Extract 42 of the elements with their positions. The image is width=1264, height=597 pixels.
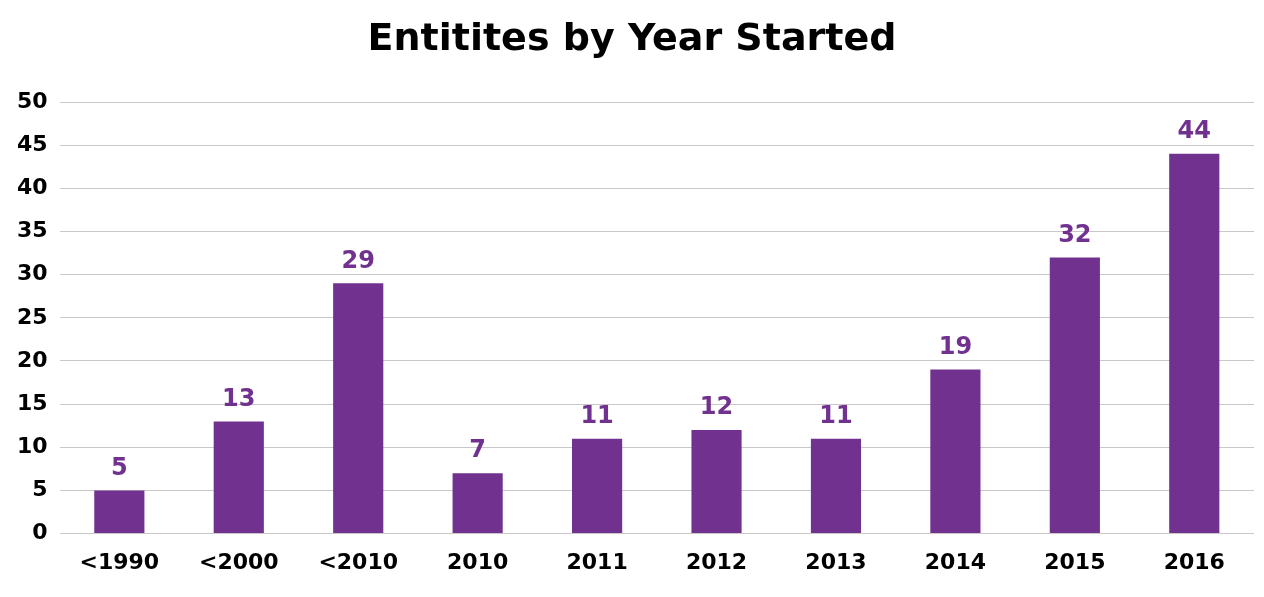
data-label: 7 [469,435,486,464]
y-tick-label: 40 [16,174,48,200]
x-tick-label: 2016 [1163,548,1225,574]
bar [1049,257,1100,534]
x-tick-label: 2013 [805,548,867,574]
y-tick-label: 50 [16,87,48,113]
chart-title: Entitites by Year Started [366,14,898,61]
y-tick-label: 15 [16,389,48,415]
data-label: 13 [222,383,256,412]
data-label: 44 [1177,116,1211,145]
data-label: 12 [699,392,734,421]
y-tick-label: 5 [32,476,48,502]
bar [572,438,623,534]
x-tick-label: 2010 [447,548,509,574]
y-tick-label: 0 [32,519,48,545]
bar [94,490,145,534]
x-tick-label: 2012 [685,548,748,574]
bar [213,421,264,534]
x-tick-label: 2011 [566,548,628,574]
x-tick-label: <2010 [318,548,399,574]
bar [1169,153,1220,534]
bar [810,438,862,534]
x-tick-label: <1990 [79,548,160,574]
y-tick-label: 25 [16,303,48,329]
y-tick-label: 30 [16,260,48,286]
data-label: 11 [819,400,853,429]
x-tick-label: <2000 [198,548,279,574]
bar [691,430,742,534]
y-tick-label: 45 [16,130,48,156]
x-tick-label: 2014 [924,548,987,574]
bar [930,369,981,534]
y-tick-label: 35 [16,217,48,243]
bar [333,283,384,534]
y-tick-label: 10 [16,433,48,458]
data-label: 19 [938,331,973,360]
y-tick-label: 20 [16,346,48,372]
data-label: 5 [110,452,128,481]
data-label: 11 [580,400,614,429]
data-label: 32 [1058,219,1092,248]
data-label: 29 [341,245,375,274]
bar [452,473,503,534]
x-tick-label: 2015 [1044,548,1106,574]
